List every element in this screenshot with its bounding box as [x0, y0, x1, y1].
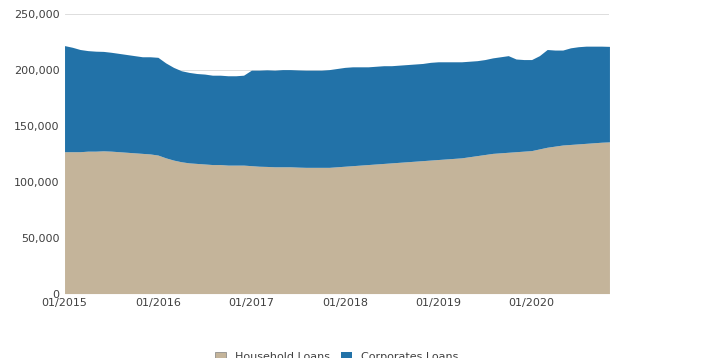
- Legend: Household Loans, Corporates Loans: Household Loans, Corporates Loans: [211, 347, 463, 358]
